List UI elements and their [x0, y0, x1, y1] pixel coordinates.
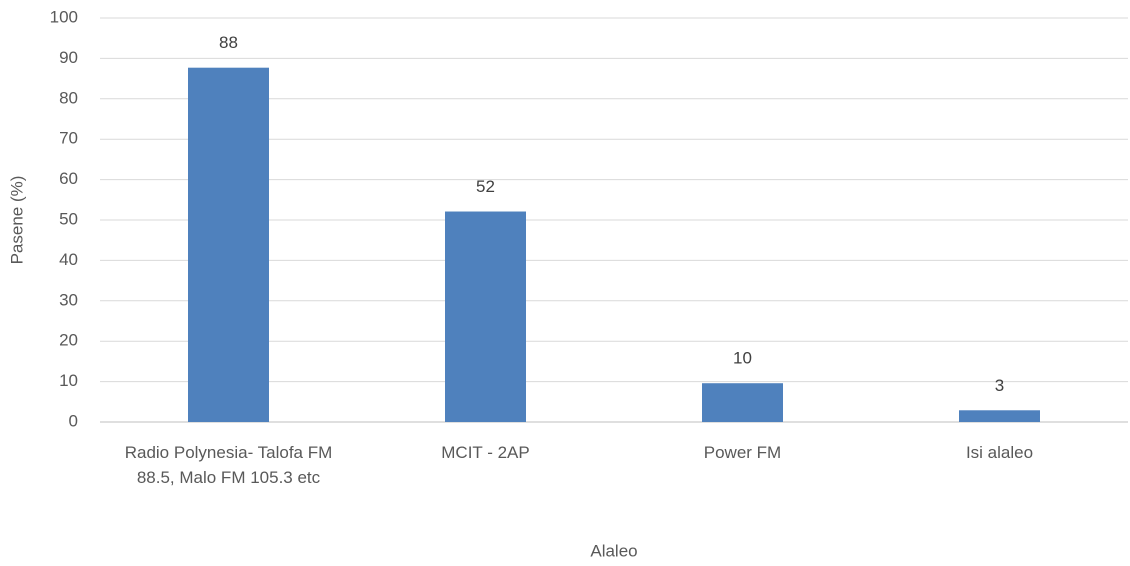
data-label: 10: [733, 349, 752, 368]
y-tick-label: 30: [59, 290, 78, 309]
y-tick-label: 80: [59, 88, 78, 107]
x-tick-label: MCIT - 2AP: [441, 443, 530, 462]
y-tick-label: 0: [69, 411, 78, 430]
y-tick-label: 100: [50, 7, 78, 26]
bar: [959, 410, 1040, 422]
x-axis-title: Alaleo: [590, 541, 637, 560]
y-tick-label: 90: [59, 48, 78, 67]
x-tick-label: Power FM: [703, 443, 782, 462]
bar: [188, 67, 269, 422]
y-tick-label: 50: [59, 209, 78, 228]
y-tick-label: 60: [59, 169, 78, 188]
y-tick-label: 70: [59, 129, 78, 148]
y-tick-label: 10: [59, 371, 78, 390]
data-label: 88: [219, 33, 238, 52]
data-label: 3: [995, 376, 1004, 395]
y-tick-label: 40: [59, 250, 78, 269]
y-axis-title: Pasene (%): [7, 176, 26, 265]
bar: [445, 211, 526, 422]
x-tick-label: Isi alaleo: [965, 443, 1034, 462]
data-label: 52: [476, 177, 495, 196]
bar: [702, 383, 783, 422]
x-tick-label: Radio Polynesia- Talofa FM 88.5, Malo FM…: [124, 443, 333, 487]
y-tick-label: 20: [59, 331, 78, 350]
